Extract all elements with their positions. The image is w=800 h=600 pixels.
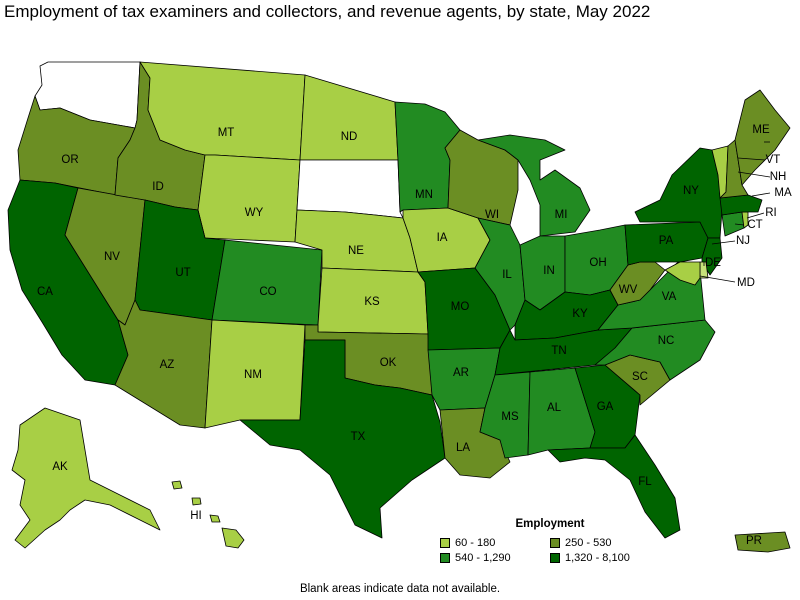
state-nd[interactable]	[299, 74, 399, 161]
state-label-id: ID	[152, 181, 164, 193]
state-label-sc: SC	[632, 371, 648, 383]
state-label-il: IL	[502, 269, 512, 281]
state-label-ok: OK	[380, 357, 397, 369]
state-label-co: CO	[259, 286, 276, 298]
legend-label: 540 - 1,290	[455, 552, 511, 564]
legend-items: 60 - 180 250 - 530 540 - 1,290 1,320 - 8,10…	[440, 537, 680, 564]
state-hi-kauai[interactable]	[171, 480, 183, 490]
state-hi[interactable]	[221, 527, 245, 549]
state-il[interactable]	[474, 217, 526, 331]
state-label-va: VA	[662, 291, 677, 303]
state-label-nd: ND	[341, 131, 358, 143]
legend-item: 540 - 1,290	[440, 552, 550, 564]
map-title: Employment of tax examiners and collecto…	[4, 2, 651, 21]
state-label-ny: NY	[683, 185, 699, 197]
state-label-or: OR	[61, 154, 78, 166]
legend-title: Employment	[515, 518, 585, 530]
legend-swatch	[550, 538, 560, 548]
legend-item: 250 - 530	[550, 537, 670, 549]
state-label-mt: MT	[218, 127, 235, 139]
state-sd[interactable]	[296, 159, 404, 219]
state-label-mn: MN	[415, 189, 433, 201]
state-label-ma: MA	[774, 187, 792, 199]
state-label-nh: NH	[770, 171, 787, 183]
state-ct[interactable]	[721, 211, 745, 237]
state-tx[interactable]	[239, 339, 446, 539]
state-label-ri: RI	[765, 207, 777, 219]
state-me[interactable]	[734, 89, 791, 186]
state-label-pr: PR	[746, 535, 762, 547]
state-nj[interactable]	[701, 237, 723, 276]
state-label-tn: TN	[551, 345, 566, 357]
legend-swatch	[440, 538, 450, 548]
legend-swatch	[550, 553, 560, 563]
legend-swatch	[440, 553, 450, 563]
state-label-al: AL	[547, 402, 562, 414]
state-wi[interactable]	[444, 129, 519, 226]
state-hi-maui[interactable]	[209, 514, 221, 523]
state-label-ne: NE	[348, 245, 364, 257]
legend: Employment 60 - 180 250 - 530 540 - 1,290 1…	[440, 518, 680, 564]
state-label-vt: VT	[766, 154, 781, 166]
state-label-oh: OH	[589, 257, 606, 269]
state-label-nv: NV	[104, 251, 120, 263]
state-co[interactable]	[211, 239, 323, 326]
state-label-me: ME	[752, 124, 770, 136]
state-label-mi: MI	[555, 209, 568, 221]
label-leader-lines	[699, 141, 771, 283]
state-label-md: MD	[737, 277, 755, 289]
state-label-nj: NJ	[736, 235, 750, 247]
state-label-ar: AR	[453, 367, 469, 379]
state-wy[interactable]	[197, 154, 301, 243]
legend-label: 60 - 180	[455, 537, 496, 549]
state-label-wi: WI	[485, 209, 499, 221]
state-label-ky: KY	[572, 308, 588, 320]
state-label-tx: TX	[351, 431, 366, 443]
state-label-hi: HI	[190, 510, 202, 522]
state-label-mo: MO	[451, 301, 470, 313]
state-label-wy: WY	[245, 207, 264, 219]
state-pr[interactable]	[734, 531, 791, 553]
footnote: Blank areas indicate data not available.	[299, 583, 501, 595]
state-fl[interactable]	[547, 434, 681, 539]
state-label-ia: IA	[437, 232, 448, 244]
state-label-ms: MS	[501, 411, 519, 423]
state-label-ct: CT	[747, 219, 762, 231]
state-label-az: AZ	[160, 359, 175, 371]
state-label-ak: AK	[52, 461, 68, 473]
state-label-wv: WV	[619, 284, 638, 296]
state-hi-oahu[interactable]	[191, 497, 202, 506]
legend-label: 250 - 530	[565, 537, 612, 549]
legend-item: 1,320 - 8,100	[550, 552, 670, 564]
state-label-la: LA	[456, 442, 470, 454]
state-label-ga: GA	[597, 401, 614, 413]
state-label-ca: CA	[37, 286, 53, 298]
state-nc[interactable]	[594, 319, 716, 381]
state-label-ut: UT	[175, 267, 190, 279]
state-label-nc: NC	[658, 335, 675, 347]
state-label-nm: NM	[244, 369, 262, 381]
legend-item: 60 - 180	[440, 537, 550, 549]
state-label-pa: PA	[659, 235, 674, 247]
state-mi[interactable]	[477, 134, 591, 237]
state-label-fl: FL	[638, 476, 652, 488]
state-label-de: DE	[705, 257, 721, 269]
state-ma[interactable]	[719, 194, 763, 216]
state-ak[interactable]	[11, 407, 161, 549]
state-label-in: IN	[543, 265, 555, 277]
state-md[interactable]	[664, 261, 701, 286]
state-label-ks: KS	[364, 296, 380, 308]
legend-label: 1,320 - 8,100	[565, 552, 630, 564]
